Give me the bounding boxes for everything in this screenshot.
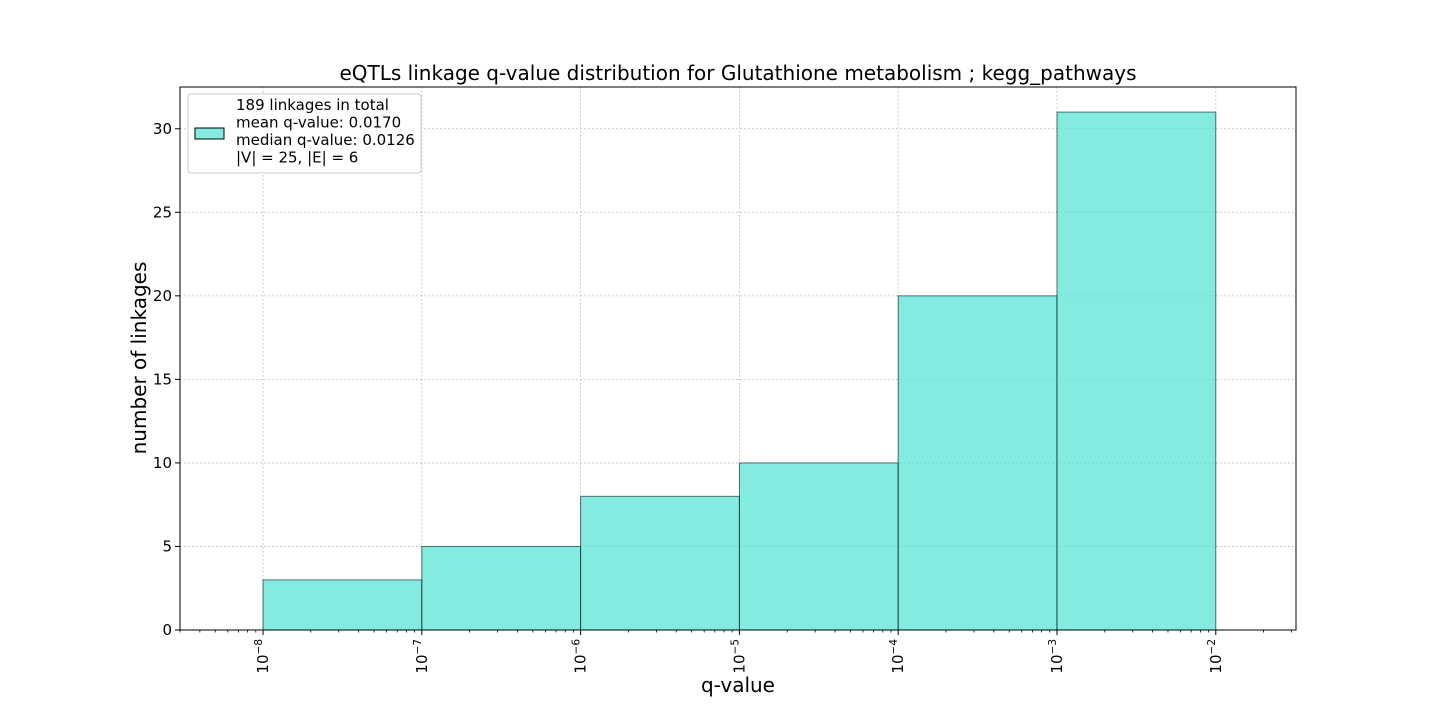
histogram-bar-3	[738, 462, 899, 631]
x-axis-label: q-value	[701, 673, 775, 697]
y-tick-label: 20	[153, 287, 172, 305]
x-tick-label: 10−6	[571, 639, 590, 674]
x-tick-label: 10−7	[412, 639, 431, 674]
y-tick-label: 30	[153, 120, 172, 138]
histogram-bars	[262, 111, 1217, 631]
histogram-bar-1	[421, 545, 582, 631]
y-tick-label: 10	[153, 454, 172, 472]
histogram-bar-2	[580, 495, 740, 631]
histogram-bar-0	[262, 579, 423, 631]
y-tick-label: 5	[162, 537, 172, 555]
histogram-bar-4	[897, 295, 1058, 631]
x-tick-label: 10−4	[888, 639, 907, 674]
x-axis-ticks: 10−8 10−7 10−6 10−5 10−4 10−3 10−2	[179, 630, 1292, 674]
plot-frame	[179, 86, 1297, 631]
y-tick-label: 25	[153, 203, 172, 221]
legend-line-1: mean q-value: 0.0170	[236, 114, 401, 132]
legend-box	[187, 93, 422, 174]
x-tick-label: 10−3	[1047, 639, 1066, 674]
legend-line-3: |V| = 25, |E| = 6	[236, 149, 358, 167]
chart-title: eQTLs linkage q-value distribution for G…	[339, 61, 1136, 85]
y-tick-label: 15	[153, 370, 172, 388]
x-tick-label: 10−5	[729, 639, 748, 674]
y-axis-label: number of linkages	[127, 262, 151, 455]
legend-swatch	[194, 127, 225, 140]
y-axis-ticks: 0 5 10 15 20 25 30	[153, 120, 180, 639]
x-tick-label: 10−8	[253, 639, 272, 674]
histogram-bar-5	[1056, 111, 1217, 631]
y-tick-label: 0	[162, 621, 172, 639]
legend-line-0: 189 linkages in total	[236, 96, 389, 114]
x-tick-label: 10−2	[1206, 639, 1225, 674]
legend-line-2: median q-value: 0.0126	[236, 131, 415, 149]
